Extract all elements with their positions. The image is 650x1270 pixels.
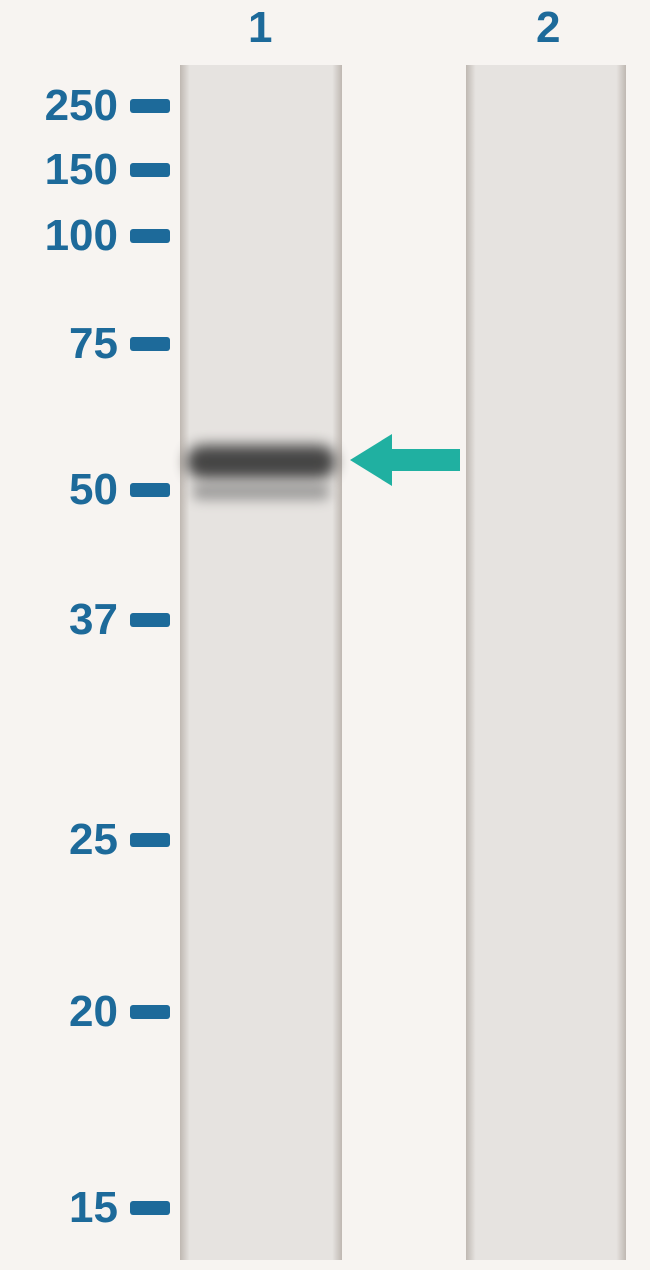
lane-header-2-label: 2: [536, 3, 560, 52]
marker-150-dash: [130, 163, 170, 177]
marker-25-dash: [130, 833, 170, 847]
arrow-left-icon: [350, 431, 460, 489]
marker-25-label: 25: [0, 818, 118, 862]
lane-2: [466, 65, 626, 1260]
marker-15-dash: [130, 1201, 170, 1215]
lane-header-1: 1: [248, 3, 272, 53]
marker-100-label: 100: [0, 214, 118, 258]
blot-container: 1 2 250 150 100 75 50 37: [0, 0, 650, 1270]
marker-37: 37: [0, 598, 170, 642]
marker-50-dash: [130, 483, 170, 497]
marker-75-dash: [130, 337, 170, 351]
arrow-indicator: [350, 431, 460, 489]
marker-37-label: 37: [0, 598, 118, 642]
marker-20-dash: [130, 1005, 170, 1019]
lane-header-2: 2: [536, 3, 560, 53]
marker-50: 50: [0, 468, 170, 512]
marker-250-label: 250: [0, 84, 118, 128]
band-main: [186, 445, 336, 479]
marker-15-label: 15: [0, 1186, 118, 1230]
marker-150: 150: [0, 148, 170, 192]
marker-25: 25: [0, 818, 170, 862]
marker-100-dash: [130, 229, 170, 243]
marker-75-label: 75: [0, 322, 118, 366]
marker-15: 15: [0, 1186, 170, 1230]
lane-1: [180, 65, 342, 1260]
marker-150-label: 150: [0, 148, 118, 192]
marker-20: 20: [0, 990, 170, 1034]
lane-header-1-label: 1: [248, 3, 272, 52]
marker-75: 75: [0, 322, 170, 366]
marker-250: 250: [0, 84, 170, 128]
marker-20-label: 20: [0, 990, 118, 1034]
marker-37-dash: [130, 613, 170, 627]
marker-50-label: 50: [0, 468, 118, 512]
marker-250-dash: [130, 99, 170, 113]
band-secondary: [192, 484, 330, 500]
marker-100: 100: [0, 214, 170, 258]
